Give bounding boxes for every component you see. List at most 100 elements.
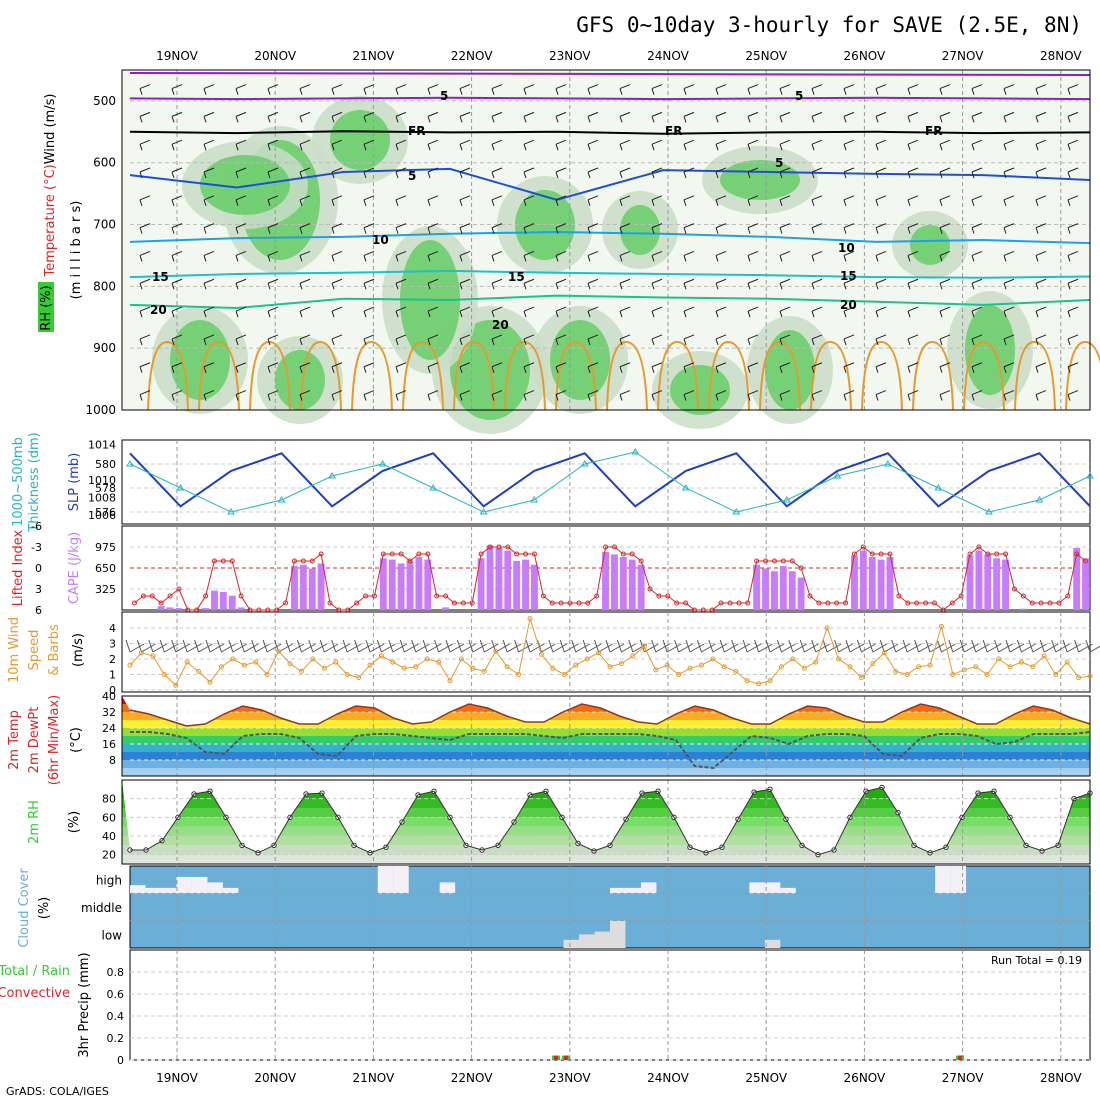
rh-band-0 bbox=[122, 854, 1090, 864]
upper-barb-99 bbox=[427, 167, 439, 179]
date-top-6: 25NOV bbox=[745, 49, 787, 63]
upper-barb-15 bbox=[619, 84, 631, 95]
boundary-loop-10 bbox=[657, 341, 699, 411]
upper-barb-248 bbox=[395, 306, 407, 318]
contour-label-0: 5 bbox=[440, 89, 448, 103]
wind10-barb-38 bbox=[559, 639, 579, 653]
upper-barb-226 bbox=[651, 278, 663, 290]
wind10-point-64 bbox=[858, 675, 864, 681]
upper-barb-310 bbox=[459, 362, 471, 373]
rh-legend-swatch bbox=[38, 282, 54, 332]
upper-barb-136 bbox=[651, 195, 663, 206]
wind10-barb-54 bbox=[742, 639, 762, 653]
wind10-point-75 bbox=[984, 671, 990, 677]
upper-barb-156 bbox=[331, 223, 343, 234]
upper-barb-357 bbox=[1003, 390, 1015, 401]
cape-bar-33 bbox=[424, 559, 432, 610]
li-tick--6: -6 bbox=[31, 520, 42, 533]
temp-band-6 bbox=[122, 720, 1090, 728]
upper-barb-101 bbox=[491, 167, 503, 179]
wind10-point-27 bbox=[436, 659, 442, 665]
cape-bar-72 bbox=[771, 571, 778, 610]
upper-barb-261 bbox=[811, 306, 823, 318]
upper-barb-96 bbox=[331, 167, 343, 179]
upper-barb-340 bbox=[459, 390, 471, 401]
upper-barb-299 bbox=[1067, 334, 1079, 346]
cape-bar-5 bbox=[175, 608, 183, 610]
upper-barb-115 bbox=[939, 167, 951, 179]
wind10-point-59 bbox=[801, 665, 807, 671]
temp-line bbox=[129, 703, 1091, 727]
upper-barb-239 bbox=[1067, 278, 1079, 290]
upper-barb-217 bbox=[363, 278, 375, 290]
boundary-loop-6 bbox=[453, 341, 495, 411]
temp-tick-40: 40 bbox=[102, 690, 116, 703]
pressure-tick-900: 900 bbox=[93, 341, 116, 355]
wind10-point-40 bbox=[584, 656, 590, 662]
upper-barb-201 bbox=[811, 250, 823, 262]
rh-blob-inner-8 bbox=[550, 320, 610, 400]
upper-barb-88 bbox=[1035, 139, 1047, 151]
cape-bar-74 bbox=[788, 571, 796, 610]
wind10-barb-66 bbox=[879, 639, 899, 653]
upper-barb-27 bbox=[1003, 84, 1015, 95]
wind10-barb-67 bbox=[891, 639, 910, 653]
wind10-barb-46 bbox=[651, 639, 670, 653]
wind10-point-53 bbox=[733, 668, 739, 674]
upper-barb-255 bbox=[619, 306, 631, 318]
cape-bar-30 bbox=[397, 563, 405, 610]
boundary-loop-3 bbox=[300, 341, 342, 411]
precip-tick-0.2: 0.2 bbox=[107, 1032, 125, 1045]
contour-label-12: 20 bbox=[150, 303, 167, 317]
upper-barb-221 bbox=[491, 278, 503, 290]
upper-barb-54 bbox=[907, 111, 919, 123]
wind10-point-58 bbox=[790, 656, 796, 662]
wind10-point-67 bbox=[893, 668, 899, 674]
upper-barb-8 bbox=[395, 84, 407, 95]
cloud-high-52 bbox=[935, 866, 951, 894]
cape-bar-29 bbox=[388, 559, 396, 610]
boundary-loop-0 bbox=[147, 341, 189, 411]
upper-barb-108 bbox=[715, 167, 727, 179]
wind10-point-26 bbox=[424, 656, 430, 662]
temp-tick-8: 8 bbox=[109, 754, 116, 767]
upper-barb-73 bbox=[555, 139, 567, 151]
wind10-tick-3: 3 bbox=[109, 637, 116, 650]
cape-bar-18 bbox=[291, 566, 298, 610]
upper-barb-338 bbox=[395, 390, 407, 401]
upper-barb-302 bbox=[203, 362, 215, 373]
cape-bars bbox=[157, 545, 1089, 610]
upper-barb-202 bbox=[843, 250, 855, 262]
contour-10 bbox=[129, 230, 1091, 245]
wind10-point-28 bbox=[447, 678, 453, 684]
upper-barb-259 bbox=[747, 306, 759, 318]
wind10-speed-label: Speed bbox=[27, 630, 42, 671]
upper-barb-17 bbox=[683, 84, 695, 95]
wind10-barb-50 bbox=[696, 639, 716, 653]
upper-barb-170 bbox=[779, 223, 791, 234]
upper-barb-84 bbox=[907, 139, 919, 151]
wind10-barb-12 bbox=[262, 639, 282, 653]
upper-barb-275 bbox=[299, 334, 311, 346]
wind10-barb-59 bbox=[799, 639, 819, 653]
upper-barb-157 bbox=[363, 223, 375, 234]
upper-barb-2 bbox=[203, 84, 215, 95]
cape-li-axes: -6 -3 0 3 6 975 650 325 bbox=[31, 520, 116, 617]
pressure-tick-600: 600 bbox=[93, 156, 116, 170]
upper-barb-169 bbox=[747, 223, 759, 234]
cape-bar-31 bbox=[406, 560, 414, 610]
upper-barb-178 bbox=[1035, 223, 1047, 234]
upper-barb-232 bbox=[843, 278, 855, 290]
thickness-marker-19 bbox=[1086, 472, 1094, 479]
cape-bar-44 bbox=[522, 559, 529, 610]
li-line bbox=[134, 546, 1086, 611]
wind10-barb-42 bbox=[605, 639, 625, 653]
upper-barb-216 bbox=[331, 278, 343, 290]
upper-barb-159 bbox=[427, 223, 439, 234]
upper-barb-229 bbox=[747, 278, 759, 290]
cape-bar-32 bbox=[415, 557, 423, 610]
boundary-loop-15 bbox=[912, 341, 954, 411]
upper-barb-254 bbox=[587, 306, 599, 318]
upper-barb-320 bbox=[779, 362, 791, 373]
upper-barb-151 bbox=[171, 223, 183, 234]
